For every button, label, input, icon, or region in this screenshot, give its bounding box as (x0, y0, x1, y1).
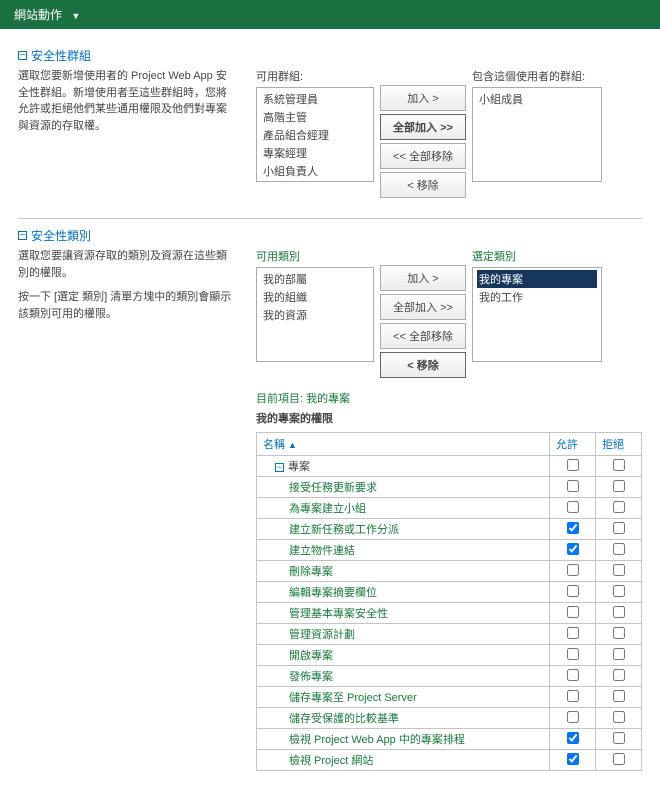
perm-row-label: 建立新任務或工作分派 (257, 519, 550, 540)
allow-checkbox[interactable] (567, 606, 579, 618)
perm-row-label: 接受任務更新要求 (257, 477, 550, 498)
list-item[interactable]: 我的資源 (261, 306, 369, 324)
allow-checkbox[interactable] (567, 564, 579, 576)
selected-categories-listbox[interactable]: 我的專案我的工作 (472, 267, 602, 362)
permissions-table: 名稱▲ 允許 拒絕 −專案接受任務更新要求為專案建立小組建立新任務或工作分派建立… (256, 432, 642, 771)
add-button[interactable]: 加入 > (380, 85, 466, 111)
section-title: 安全性群組 (31, 47, 91, 64)
perm-row-label: 建立物件連結 (257, 540, 550, 561)
perm-row-label: 為專案建立小組 (257, 498, 550, 519)
perm-row-label: 管理資源計劃 (257, 624, 550, 645)
allow-checkbox[interactable] (567, 669, 579, 681)
current-item: 目前項目: 我的專案 (256, 390, 642, 406)
deny-checkbox[interactable] (613, 543, 625, 555)
deny-checkbox[interactable] (613, 711, 625, 723)
perm-row-label: 編輯專案摘要欄位 (257, 582, 550, 603)
deny-checkbox[interactable] (613, 606, 625, 618)
available-groups-listbox[interactable]: 系統管理員高階主管產品組合經理專案經理小組負責人 (256, 87, 374, 182)
available-categories-listbox[interactable]: 我的部屬我的組織我的資源 (256, 267, 374, 362)
remove-button[interactable]: < 移除 (380, 172, 466, 198)
deny-checkbox[interactable] (613, 753, 625, 765)
add-all-button[interactable]: 全部加入 >> (380, 114, 466, 140)
included-groups-label: 包含這個使用者的群組: (472, 68, 602, 84)
permissions-title: 我的專案的權限 (256, 410, 642, 426)
list-item[interactable]: 小組成員 (477, 90, 597, 108)
perm-group-row[interactable]: −專案 (257, 456, 550, 477)
perm-row-label: 儲存專案至 Project Server (257, 687, 550, 708)
list-item[interactable]: 系統管理員 (261, 90, 369, 108)
section-description: 選取您要新增使用者的 Project Web App 安全性群組。新增使用者至這… (18, 68, 236, 134)
allow-checkbox[interactable] (567, 711, 579, 723)
allow-checkbox[interactable] (567, 648, 579, 660)
remove-all-button[interactable]: << 全部移除 (380, 323, 466, 349)
deny-checkbox[interactable] (613, 501, 625, 513)
list-item[interactable]: 我的工作 (477, 288, 597, 306)
dropdown-arrow-icon: ▼ (71, 11, 80, 21)
allow-checkbox[interactable] (567, 585, 579, 597)
perm-row-label: 刪除專案 (257, 561, 550, 582)
perm-row-label: 開啟專案 (257, 645, 550, 666)
collapse-icon[interactable]: − (18, 231, 27, 240)
section-description-1: 選取您要讓資源存取的類別及資源在這些類別的權限。 (18, 248, 236, 281)
allow-checkbox[interactable] (567, 690, 579, 702)
collapse-icon[interactable]: − (18, 51, 27, 60)
col-allow[interactable]: 允許 (550, 433, 596, 456)
allow-checkbox[interactable] (567, 501, 579, 513)
list-item[interactable]: 我的部屬 (261, 270, 369, 288)
site-actions-menu[interactable]: 網站動作 ▼ (14, 6, 80, 23)
add-button[interactable]: 加入 > (380, 265, 466, 291)
included-groups-listbox[interactable]: 小組成員 (472, 87, 602, 182)
list-item[interactable]: 專案經理 (261, 144, 369, 162)
remove-all-button[interactable]: << 全部移除 (380, 143, 466, 169)
perm-row-label: 發佈專案 (257, 666, 550, 687)
deny-checkbox[interactable] (613, 480, 625, 492)
deny-checkbox[interactable] (613, 690, 625, 702)
section-title: 安全性類別 (31, 227, 91, 244)
section-security-groups: − 安全性群組 選取您要新增使用者的 Project Web App 安全性群組… (18, 47, 642, 219)
deny-checkbox[interactable] (613, 459, 625, 471)
section-description-2: 按一下 [選定 類別] 清單方塊中的類別會顯示該類別可用的權限。 (18, 289, 236, 322)
col-name[interactable]: 名稱▲ (257, 433, 550, 456)
deny-checkbox[interactable] (613, 585, 625, 597)
deny-checkbox[interactable] (613, 564, 625, 576)
available-groups-label: 可用群組: (256, 68, 374, 84)
allow-checkbox[interactable] (567, 753, 579, 765)
deny-checkbox[interactable] (613, 648, 625, 660)
allow-checkbox[interactable] (567, 480, 579, 492)
col-deny[interactable]: 拒絕 (596, 433, 642, 456)
deny-checkbox[interactable] (613, 732, 625, 744)
allow-checkbox[interactable] (567, 522, 579, 534)
section-security-categories: − 安全性類別 選取您要讓資源存取的類別及資源在這些類別的權限。 按一下 [選定… (18, 227, 642, 791)
list-item[interactable]: 高階主管 (261, 108, 369, 126)
perm-row-label: 檢視 Project Web App 中的專案排程 (257, 729, 550, 750)
perm-row-label: 管理基本專案安全性 (257, 603, 550, 624)
perm-row-label: 檢視 Project 網站 (257, 750, 550, 771)
allow-checkbox[interactable] (567, 459, 579, 471)
allow-checkbox[interactable] (567, 543, 579, 555)
add-all-button[interactable]: 全部加入 >> (380, 294, 466, 320)
allow-checkbox[interactable] (567, 732, 579, 744)
header-bar: 網站動作 ▼ (0, 0, 660, 29)
available-categories-label: 可用類別 (256, 248, 374, 264)
selected-categories-label: 選定類別 (472, 248, 602, 264)
deny-checkbox[interactable] (613, 669, 625, 681)
list-item[interactable]: 我的專案 (477, 270, 597, 288)
allow-checkbox[interactable] (567, 627, 579, 639)
list-item[interactable]: 小組負責人 (261, 162, 369, 180)
perm-row-label: 儲存受保護的比較基準 (257, 708, 550, 729)
deny-checkbox[interactable] (613, 627, 625, 639)
list-item[interactable]: 產品組合經理 (261, 126, 369, 144)
remove-button[interactable]: < 移除 (380, 352, 466, 378)
list-item[interactable]: 我的組織 (261, 288, 369, 306)
deny-checkbox[interactable] (613, 522, 625, 534)
